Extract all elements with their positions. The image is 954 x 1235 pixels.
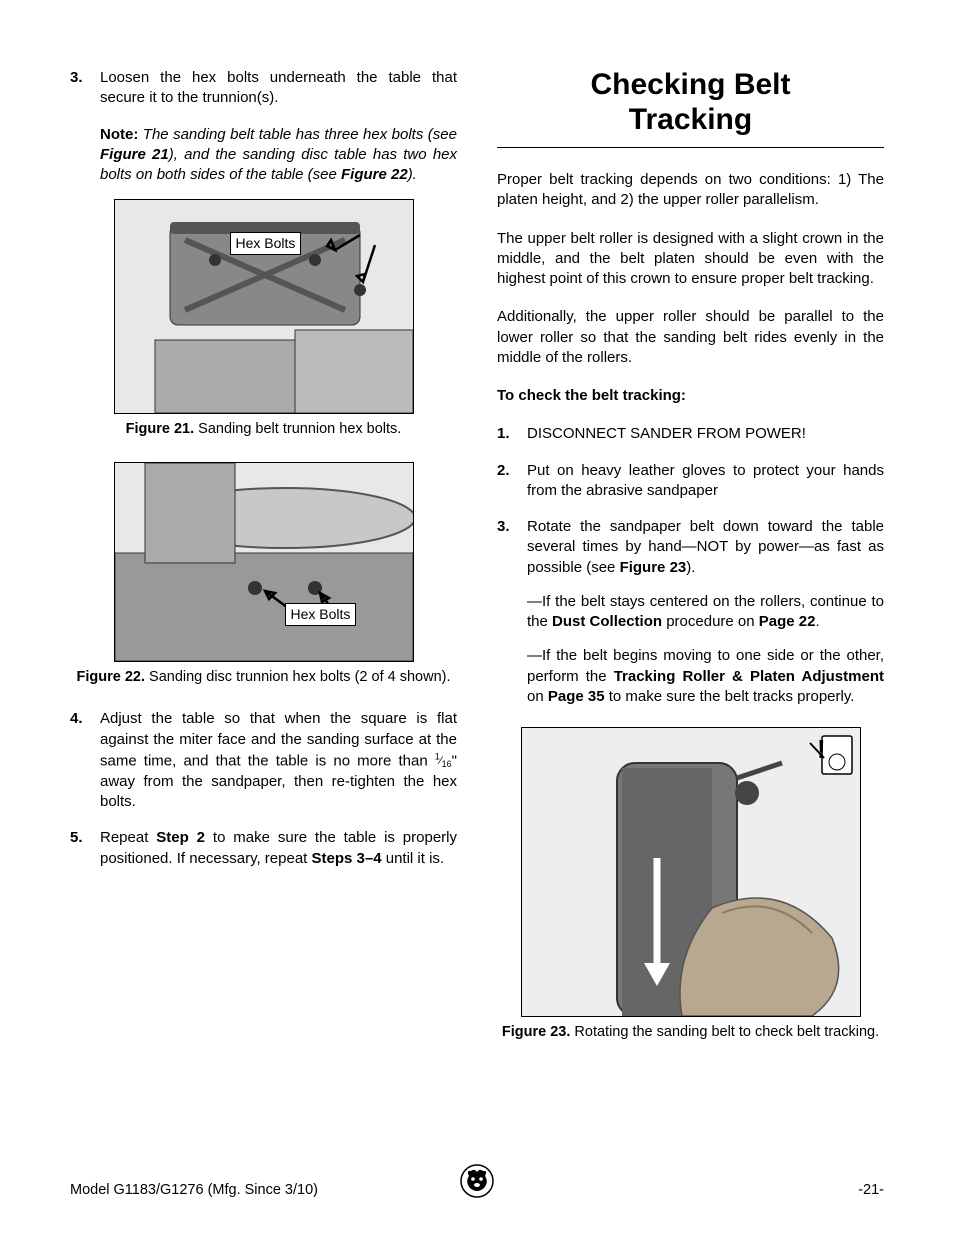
- hex-bolts-label: Hex Bolts: [230, 232, 302, 255]
- title-rule: [497, 147, 884, 148]
- step-text: Rotate the sandpaper belt down toward th…: [527, 518, 884, 576]
- caption-bold: Figure 23.: [502, 1024, 571, 1040]
- substep-text: procedure on: [662, 613, 759, 630]
- step-text: until it is.: [382, 850, 445, 867]
- caption-text: Sanding disc trunnion hex bolts (2 of 4 …: [145, 669, 450, 685]
- substep-body: —If the belt stays centered on the rolle…: [527, 592, 884, 633]
- note-label: Note:: [100, 126, 138, 143]
- figure-22: Hex Bolts: [114, 462, 414, 662]
- step-3: 3. Loosen the hex bolts underneath the t…: [70, 68, 457, 109]
- note-text: ).: [408, 166, 417, 183]
- step-number: 4.: [70, 709, 100, 812]
- section-title: Checking Belt Tracking: [497, 68, 884, 137]
- step-4: 4. Adjust the table so that when the squ…: [70, 709, 457, 812]
- page-footer: Model G1183/G1276 (Mfg. Since 3/10) -21-: [70, 1181, 884, 1201]
- caption-bold: Figure 22.: [77, 669, 146, 685]
- substep-text: .: [816, 613, 820, 630]
- step-text: Repeat: [100, 829, 156, 846]
- left-column: 3. Loosen the hex bolts underneath the t…: [70, 68, 457, 1043]
- ref: Page 22: [759, 613, 816, 630]
- intro-para-3: Additionally, the upper roller should be…: [497, 307, 884, 368]
- page-columns: 3. Loosen the hex bolts underneath the t…: [70, 68, 884, 1043]
- step-ref: Steps 3–4: [312, 850, 382, 867]
- page-number: -21-: [858, 1181, 884, 1201]
- right-column: Checking Belt Tracking Proper belt track…: [497, 68, 884, 1043]
- step-body: Put on heavy leather gloves to protect y…: [527, 461, 884, 502]
- step-3: 3. Rotate the sandpaper belt down toward…: [497, 517, 884, 578]
- substep-body: —If the belt begins moving to one side o…: [527, 646, 884, 707]
- step-number: 3.: [70, 68, 100, 109]
- ref: Tracking Roller & Platen Adjustment: [614, 668, 884, 685]
- step-number: 2.: [497, 461, 527, 502]
- caption-text: Rotating the sanding belt to check belt …: [570, 1024, 879, 1040]
- figure-21: Hex Bolts: [114, 199, 414, 414]
- step-ref: Step 2: [156, 829, 205, 846]
- step-5: 5. Repeat Step 2 to make sure the table …: [70, 828, 457, 869]
- step-2: 2. Put on heavy leather gloves to protec…: [497, 461, 884, 502]
- step-body: Rotate the sandpaper belt down toward th…: [527, 517, 884, 578]
- figure-22-caption: Figure 22. Sanding disc trunnion hex bol…: [70, 668, 457, 688]
- caption-text: Sanding belt trunnion hex bolts.: [194, 421, 401, 437]
- svg-text:!: !: [817, 734, 826, 764]
- hex-bolts-label: Hex Bolts: [285, 603, 357, 626]
- ref: Dust Collection: [552, 613, 662, 630]
- substep-text: to make sure the belt tracks properly.: [605, 688, 855, 705]
- fraction: 1⁄16: [435, 755, 452, 767]
- figure-ref: Figure 21: [100, 146, 169, 163]
- figure-23-caption: Figure 23. Rotating the sanding belt to …: [497, 1023, 884, 1043]
- step-body: Adjust the table so that when the square…: [100, 709, 457, 812]
- figure-22-illustration: [115, 463, 413, 661]
- step-body: Loosen the hex bolts underneath the tabl…: [100, 68, 457, 109]
- note-block: Note: The sanding belt table has three h…: [100, 125, 457, 186]
- substep-centered: —If the belt stays centered on the rolle…: [527, 592, 884, 633]
- substep-text: on: [527, 688, 548, 705]
- caption-bold: Figure 21.: [126, 421, 195, 437]
- step-body: Repeat Step 2 to make sure the table is …: [100, 828, 457, 869]
- brand-logo-icon: [460, 1164, 494, 1205]
- ref: Page 35: [548, 688, 605, 705]
- step-body: DISCONNECT SANDER FROM POWER!: [527, 424, 884, 444]
- model-info: Model G1183/G1276 (Mfg. Since 3/10): [70, 1181, 318, 1201]
- step-text: ).: [686, 559, 695, 576]
- step-number: 1.: [497, 424, 527, 444]
- figure-ref: Figure 22: [341, 166, 408, 183]
- note-text: The sanding belt table has three hex bol…: [138, 126, 457, 143]
- step-1: 1. DISCONNECT SANDER FROM POWER!: [497, 424, 884, 444]
- procedure-heading: To check the belt tracking:: [497, 386, 884, 406]
- figure-23-illustration: !: [522, 728, 860, 1016]
- step-text: Adjust the table so that when the square…: [100, 710, 457, 769]
- figure-23: !: [521, 727, 861, 1017]
- figure-21-caption: Figure 21. Sanding belt trunnion hex bol…: [70, 420, 457, 440]
- intro-para-1: Proper belt tracking depends on two cond…: [497, 170, 884, 211]
- intro-para-2: The upper belt roller is designed with a…: [497, 229, 884, 290]
- figure-ref: Figure 23: [620, 559, 687, 576]
- substep-offside: —If the belt begins moving to one side o…: [527, 646, 884, 707]
- step-number: 3.: [497, 517, 527, 578]
- step-number: 5.: [70, 828, 100, 869]
